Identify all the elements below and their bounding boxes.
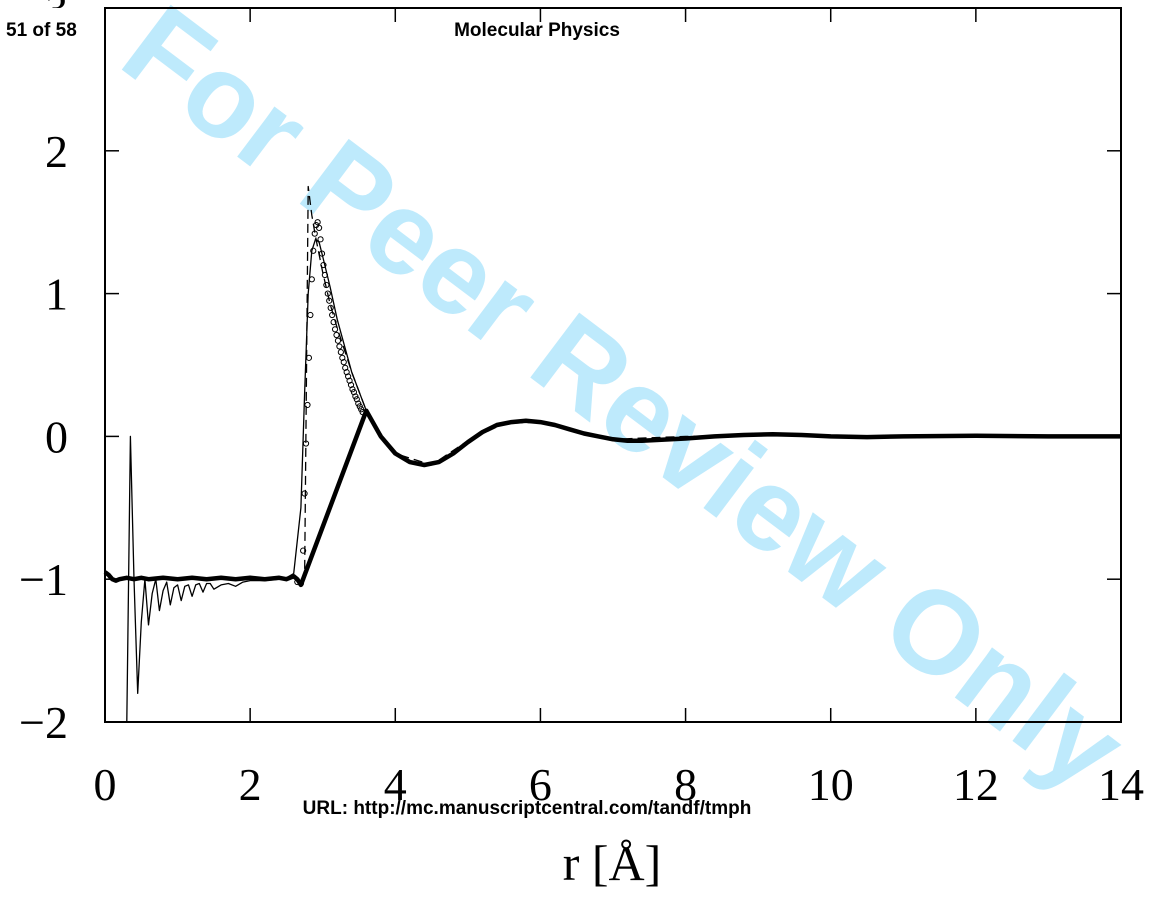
data-point: [300, 547, 307, 554]
y-tick-label: −2: [19, 697, 68, 748]
page-number-label: 51 of 58: [6, 20, 77, 41]
journal-title: Molecular Physics: [454, 20, 620, 41]
data-point: [304, 401, 311, 409]
data-point: [297, 580, 305, 587]
watermark-text: For Peer Review Only: [100, 0, 1148, 816]
data-point: [310, 247, 317, 254]
y-tick-label: 1: [45, 269, 68, 320]
data-point: [315, 224, 323, 232]
data-point: [336, 343, 343, 350]
data-point: [320, 261, 327, 269]
data-point: [327, 304, 334, 311]
data-point: [353, 396, 360, 403]
data-point: [343, 369, 350, 376]
x-tick-label: 6: [529, 759, 552, 810]
data-point: [302, 440, 310, 447]
data-point: [301, 490, 308, 497]
manuscript-url: URL: http://mc.manuscriptcentral.com/tan…: [303, 798, 752, 819]
x-tick-label: 4: [384, 759, 407, 810]
data-point: [326, 297, 333, 304]
plot-series: [103, 185, 1121, 723]
data-point: [346, 377, 353, 384]
data-point: [324, 290, 331, 297]
data-point: [342, 364, 349, 371]
data-point: [334, 337, 342, 344]
data-point: [340, 359, 347, 366]
data-point: [337, 349, 344, 356]
data-point: [329, 311, 336, 319]
y-tick-label: −1: [19, 554, 68, 605]
x-tick-label: 2: [239, 759, 262, 810]
data-point: [339, 354, 346, 361]
plot-frame: [104, 7, 1122, 723]
data-point: [347, 381, 355, 389]
data-point: [318, 250, 326, 257]
series-line-3: [103, 408, 1121, 588]
y-tick-label: 2: [45, 126, 68, 177]
x-axis-title: r [Å]: [563, 835, 662, 891]
data-point: [307, 311, 314, 319]
data-point: [317, 236, 324, 243]
data-point: [333, 331, 340, 339]
x-tick-label: 10: [808, 759, 854, 810]
x-tick-label: 0: [94, 759, 117, 810]
data-point: [294, 578, 301, 586]
data-point: [321, 271, 328, 279]
y-tick-label: 0: [45, 411, 68, 462]
x-tick-label: 12: [953, 759, 999, 810]
data-point: [305, 354, 313, 361]
data-point: [323, 281, 330, 289]
x-tick-label: 8: [674, 759, 697, 810]
data-point: [345, 373, 352, 380]
data-point: [350, 389, 358, 396]
x-tick-label: 14: [1098, 759, 1144, 810]
data-point: [359, 409, 366, 416]
data-point: [308, 276, 315, 283]
page-label-background: [0, 8, 104, 44]
data-point: [311, 230, 318, 237]
data-point: [314, 219, 321, 226]
data-point: [331, 326, 339, 333]
data-point: [330, 319, 337, 326]
